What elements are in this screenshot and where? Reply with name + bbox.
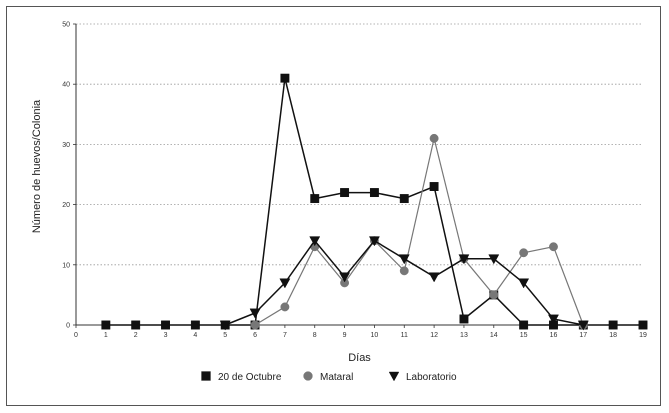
chart-frame: [6, 6, 661, 406]
x-tick-label: 3: [164, 332, 168, 339]
data-point-square: [201, 371, 211, 381]
data-point-circle: [303, 371, 313, 381]
data-point-square: [429, 182, 439, 191]
x-tick-label: 12: [430, 332, 438, 339]
gridlines: [76, 23, 643, 266]
x-tick-label: 19: [639, 332, 647, 339]
legend-label: Laboratorio: [406, 372, 457, 383]
data-point-triangle: [458, 254, 470, 265]
data-point-square: [310, 194, 320, 204]
data-point-circle: [250, 320, 260, 330]
legend: 20 de Octubre Mataral Laboratorio: [201, 371, 457, 383]
series-line: [254, 138, 584, 326]
data-point-circle: [489, 290, 499, 300]
x-tick-label: 5: [223, 332, 227, 339]
y-tick-label: 10: [62, 262, 70, 269]
y-tick-labels: 0 10 20 30 40 50: [62, 22, 70, 330]
y-tick-label: 30: [62, 142, 70, 149]
data-point-square: [369, 188, 379, 198]
data-point-triangle: [388, 371, 400, 382]
data-point-triangle: [249, 308, 261, 319]
x-tick-label: 13: [460, 332, 468, 339]
x-tick-label: 11: [401, 332, 408, 339]
data-point-circle: [519, 248, 529, 258]
axes: [73, 23, 644, 328]
x-tick-label: 16: [550, 332, 558, 339]
legend-item-2: Laboratorio: [388, 371, 457, 383]
data-point-triangle: [279, 278, 291, 289]
series-2: [219, 236, 589, 331]
data-point-triangle: [219, 320, 231, 331]
series-0: [101, 73, 648, 330]
data-point-circle: [429, 133, 439, 143]
data-point-square: [161, 320, 170, 330]
x-tick-label: 10: [371, 332, 379, 339]
x-tick-label: 14: [490, 332, 498, 339]
data-point-triangle: [309, 236, 321, 247]
data-point-square: [280, 73, 290, 83]
data-point-square: [399, 194, 409, 204]
x-tick-label: 9: [343, 332, 347, 339]
data-point-square: [131, 320, 141, 330]
series-line: [105, 78, 643, 326]
x-tick-labels: 0 1 2 3 4 5 6 7 8 9 10 11 12 13 14 15 16 17 18 19: [74, 332, 647, 339]
data-point-triangle: [488, 254, 500, 265]
data-point-square: [608, 320, 618, 330]
data-point-triangle: [577, 320, 589, 331]
x-tick-label: 4: [193, 332, 197, 339]
data-point-triangle: [518, 278, 530, 289]
data-point-triangle: [339, 272, 351, 283]
x-tick-label: 18: [609, 332, 617, 339]
x-tick-label: 7: [283, 332, 287, 339]
legend-label: Mataral: [320, 372, 353, 383]
data-point-triangle: [368, 236, 380, 247]
x-axis-title: Días: [348, 352, 371, 364]
x-tick-label: 8: [313, 332, 317, 339]
data-point-square: [519, 320, 529, 330]
data-point-square: [340, 188, 350, 198]
series-line: [224, 239, 584, 326]
y-tick-label: 40: [62, 82, 70, 89]
data-point-square: [190, 320, 200, 330]
y-axis-title: Número de huevos/Colonia: [31, 99, 43, 233]
legend-item-0: 20 de Octubre: [201, 371, 282, 383]
x-tick-label: 6: [253, 332, 257, 339]
y-tick-label: 20: [62, 202, 70, 209]
x-tick-label: 0: [74, 332, 78, 339]
data-point-square: [101, 320, 111, 330]
data-point-circle: [280, 302, 290, 312]
data-point-triangle: [398, 254, 410, 265]
data-point-square: [459, 314, 469, 324]
x-tick-label: 2: [134, 332, 138, 339]
x-tick-label: 1: [104, 332, 108, 339]
y-tick-label: 0: [66, 323, 70, 330]
data-point-triangle: [428, 272, 440, 283]
series-layer: [101, 73, 648, 331]
data-point-circle: [399, 266, 409, 276]
y-tick-label: 50: [62, 22, 70, 29]
data-point-circle: [549, 242, 558, 252]
data-point-triangle: [547, 314, 559, 325]
data-point-square: [638, 320, 648, 330]
x-tick-label: 15: [520, 332, 528, 339]
legend-label: 20 de Octubre: [218, 372, 282, 383]
x-tick-label: 17: [579, 332, 587, 339]
legend-item-1: Mataral: [303, 371, 353, 383]
